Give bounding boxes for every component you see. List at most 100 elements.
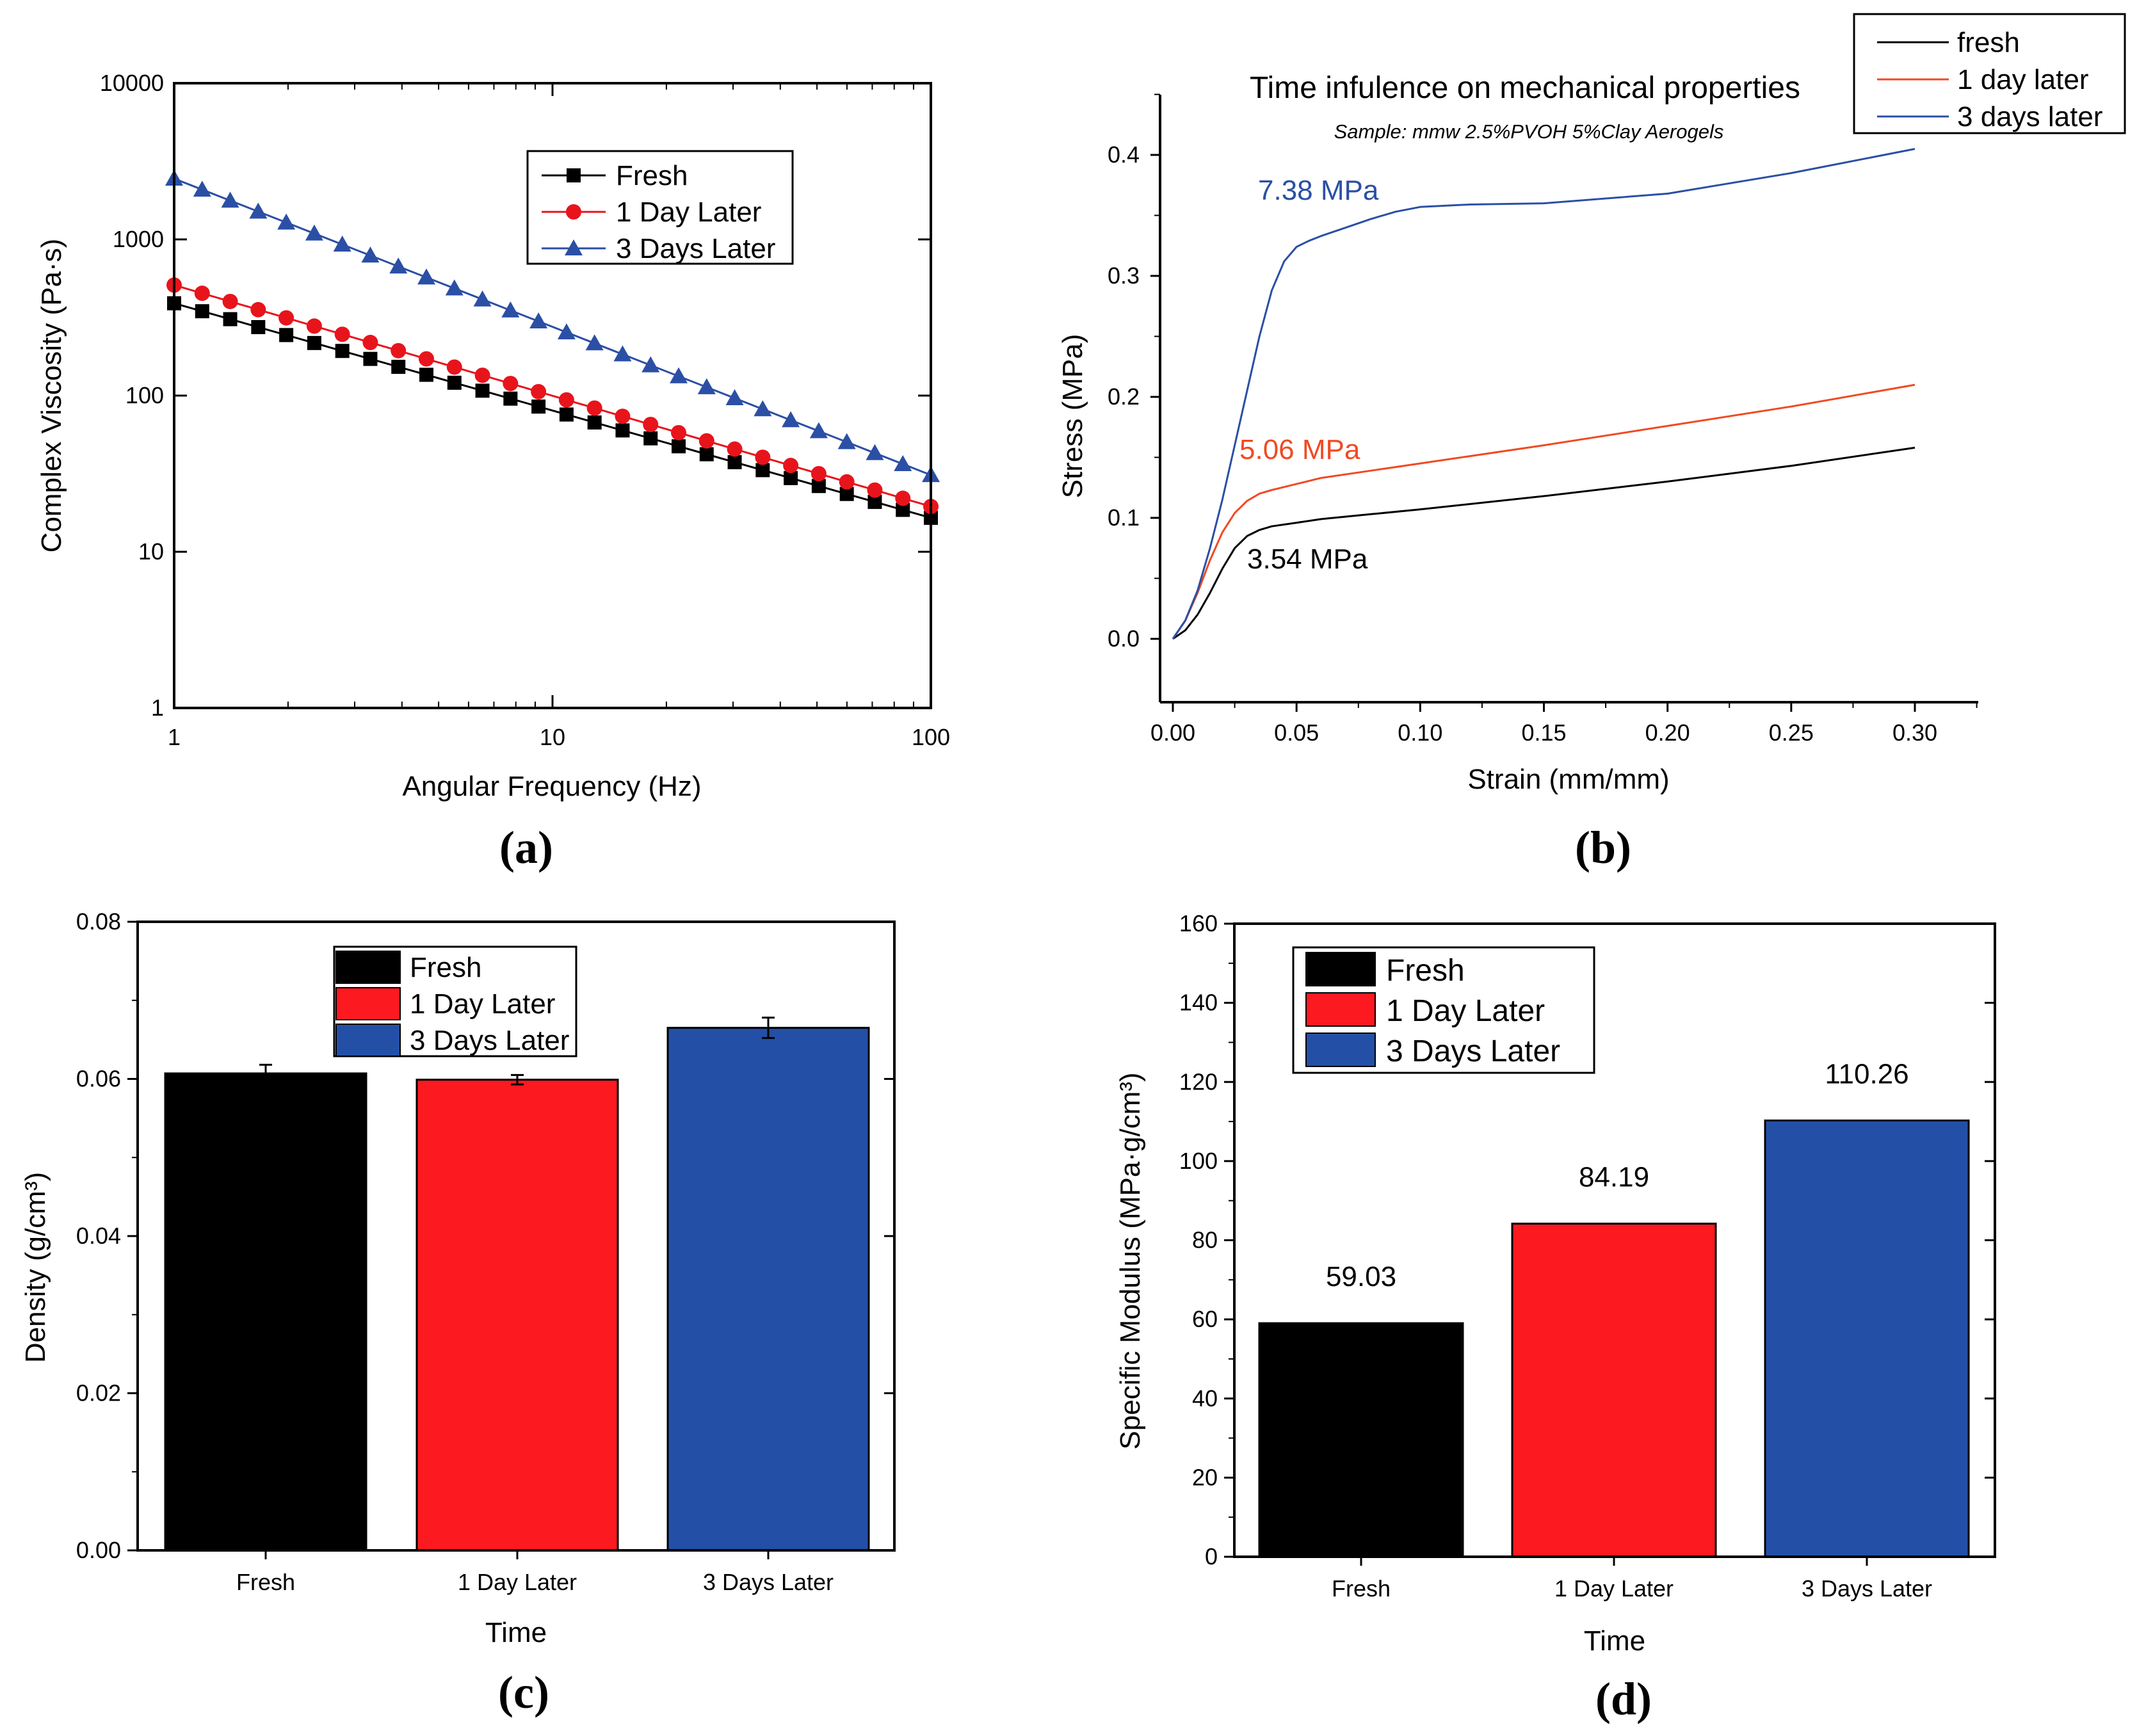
panel-a-point-0 <box>475 383 490 398</box>
panel-b-xtick-label: 0.20 <box>1645 719 1690 746</box>
panel-a-legend-label-1: 1 Day Later <box>616 197 761 228</box>
d-ytick-label: 20 <box>1192 1464 1218 1490</box>
c-bar-2 <box>666 1027 870 1552</box>
panel-a-point-2 <box>277 213 296 230</box>
panel-a-point-2 <box>613 345 632 362</box>
panel-a-legend-label-2: 3 Days Later <box>616 233 775 264</box>
panel-a-legend-marker-1 <box>566 204 581 220</box>
panel-a-point-0 <box>559 407 574 422</box>
panel-c-xlabel: Time <box>485 1617 547 1648</box>
panel-a-point-0 <box>896 502 910 517</box>
panel-a-point-0 <box>223 312 238 326</box>
panel-c-legend: Fresh 1 Day Later 3 Days Later <box>333 945 577 1057</box>
panel-b-legend: fresh 1 day later 3 days later <box>1853 13 2126 134</box>
panel-a-point-0 <box>503 391 518 406</box>
panel-b-annotation-fresh: 3.54 MPa <box>1247 543 1368 575</box>
panel-a-series-layer <box>165 170 940 525</box>
panel-d-xlabel: Time <box>1584 1625 1645 1657</box>
panel-a-legend: Fresh 1 Day Later 3 Days Later <box>526 150 794 265</box>
panel-b-subtitle: Sample: mmw 2.5%PVOH 5%Clay Aerogels <box>1334 120 1724 143</box>
panel-a-series-line-0 <box>173 302 932 519</box>
panel-c-frame <box>136 920 896 1552</box>
panel-c-bars-layer <box>164 1017 870 1552</box>
panel-a-legend-label-0: Fresh <box>616 160 688 191</box>
d-bar-0 <box>1258 1322 1464 1558</box>
panel-d-legend-label-1: 1 Day Later <box>1386 994 1545 1028</box>
panel-d-ticks: Fresh 1 Day Later 3 Days Later 0 20 40 60 80 100… <box>1179 910 1995 1602</box>
panel-c-legend-label-1: 1 Day Later <box>410 988 555 1020</box>
panel-a-point-2 <box>361 246 380 263</box>
d-value-label-1: 84.19 <box>1579 1162 1649 1193</box>
panel-a-xtick-label: 1 <box>168 724 181 750</box>
d-xtick-label-0: Fresh <box>1332 1575 1391 1602</box>
c-xtick-label-1: 1 Day Later <box>458 1569 577 1595</box>
d-bar-2 <box>1764 1119 1970 1558</box>
panel-a-point-1 <box>755 449 771 465</box>
panel-c-legend-label-2: 3 Days Later <box>410 1025 569 1056</box>
d-legend-swatch-0 <box>1305 952 1376 986</box>
panel-b-series-line-1 <box>1172 383 1916 639</box>
panel-a-point-2 <box>809 422 828 438</box>
panel-a-point-0 <box>699 447 714 462</box>
panel-b-ytick-label: 0.3 <box>1108 262 1140 289</box>
c-legend-swatch-1 <box>335 987 401 1020</box>
panel-b-legend-box <box>1853 13 2126 134</box>
panel-a-grid-ticks: 1 10 100 1 10 100 1000 10000 <box>100 70 950 750</box>
d-ytick-label: 160 <box>1179 910 1218 936</box>
panel-d-ylabel-text: Specific Modulus (MPa·g/cm³) <box>1115 1072 1146 1449</box>
d-ytick-label: 80 <box>1192 1227 1218 1253</box>
panel-a-point-1 <box>222 293 238 309</box>
panel-b-ytick-label: 0.1 <box>1108 504 1140 531</box>
panel-a-point-2 <box>529 312 548 329</box>
d-ytick-label: 140 <box>1179 990 1218 1016</box>
d-ytick-label: 100 <box>1179 1148 1218 1174</box>
panel-b-ylabel: Stress (MPa) <box>1057 334 1088 499</box>
panel-a-point-2 <box>894 454 912 471</box>
panel-a-point-0 <box>672 439 686 454</box>
panel-a-ytick-label: 10 <box>138 538 164 565</box>
panel-a-point-2 <box>249 202 268 219</box>
c-ytick-label: 0.06 <box>76 1066 121 1092</box>
d-legend-swatch-2 <box>1305 1033 1376 1067</box>
panel-b-label: (b) <box>1575 822 1631 873</box>
d-value-label-0: 59.03 <box>1326 1261 1396 1292</box>
panel-a-point-0 <box>727 455 742 470</box>
panel-a-point-2 <box>193 181 211 197</box>
panel-b-title: Time infulence on mechanical properties <box>1250 71 1800 105</box>
panel-a-point-2 <box>557 323 576 340</box>
panel-b-xtick-label: 0.10 <box>1398 719 1442 746</box>
panel-a-point-2 <box>725 389 744 406</box>
panel-a-point-0 <box>391 360 406 374</box>
panel-a-point-1 <box>474 367 490 383</box>
panel-a-point-1 <box>783 458 799 474</box>
panel-a-point-1 <box>278 310 294 326</box>
panel-a-point-1 <box>419 351 434 367</box>
panel-a-xlabel: Angular Frequency (Hz) <box>402 771 701 802</box>
c-ytick-label: 0.02 <box>76 1380 121 1406</box>
panel-a-point-2 <box>697 378 716 394</box>
panel-b-ytick-label: 0.4 <box>1108 141 1140 168</box>
panel-c: Fresh 1 Day Later 3 Days Later 0.00 0.02 0.04… <box>20 908 896 1718</box>
panel-a-point-1 <box>362 335 378 351</box>
d-ytick-label: 60 <box>1192 1306 1218 1332</box>
panel-a-point-2 <box>389 257 408 274</box>
panel-a-point-1 <box>643 417 659 433</box>
panel-b-ytick-label: 0.2 <box>1108 383 1140 410</box>
c-legend-swatch-2 <box>335 1024 401 1057</box>
panel-a-point-1 <box>306 318 322 334</box>
panel-c-legend-label-0: Fresh <box>410 952 481 983</box>
panel-a-point-2 <box>333 235 351 252</box>
panel-a-point-1 <box>867 482 883 498</box>
panel-d: 59.03 84.19 110.26 Fresh 1 Day Later 3 Days … <box>1115 910 1996 1724</box>
panel-a-point-0 <box>755 463 770 478</box>
panel-a-point-2 <box>417 268 435 285</box>
panel-a-point-2 <box>866 444 884 460</box>
panel-b-xtick-label: 0.05 <box>1274 719 1319 746</box>
panel-a-point-1 <box>698 433 714 449</box>
panel-b-xlabel: Strain (mm/mm) <box>1467 764 1669 795</box>
panel-a-point-1 <box>503 376 519 392</box>
panel-a-point-0 <box>251 320 266 335</box>
panel-a-series-line-2 <box>173 177 932 476</box>
panel-d-legend-label-0: Fresh <box>1386 954 1465 988</box>
panel-a-point-2 <box>754 400 772 417</box>
